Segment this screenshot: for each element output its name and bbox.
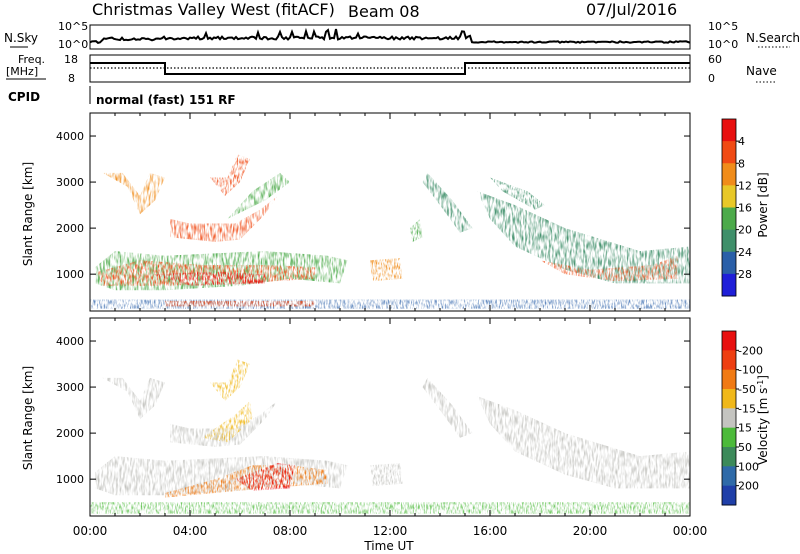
colorbar-swatch — [722, 331, 736, 351]
power-colorbar: 28 24 20 16 12 8 4 — [721, 118, 752, 297]
power-ylabel: Slant Range [km] — [21, 162, 35, 266]
colorbar-tick-label: 100 — [738, 460, 759, 473]
colorbar-tick-label: 8 — [738, 157, 745, 170]
nsky-label: N.Sky — [4, 31, 38, 45]
colorbar-swatch — [722, 350, 736, 371]
nsky-left-tick-bottom: 10^0 — [58, 38, 88, 51]
echo-region — [170, 195, 278, 242]
colorbar-tick-label: 28 — [738, 268, 752, 281]
xtick-label-5: 20:00 — [573, 524, 608, 538]
cpid-panel: CPID normal (fast) 151 RF — [8, 86, 236, 107]
velocity-colorbar: 200 100 50 15 -15 -50 -100 -200 — [721, 330, 763, 506]
power-panel: 1000 2000 3000 4000 Slant Range [km] — [21, 112, 691, 312]
echo-region — [370, 258, 403, 282]
ytick-label-1000: 1000 — [56, 473, 84, 486]
xtick-label-2: 08:00 — [273, 524, 308, 538]
colorbar-swatch — [722, 466, 736, 487]
colorbar-tick-label: -100 — [738, 364, 763, 377]
echo-region — [540, 255, 678, 282]
velocity-panel: 1000 2000 3000 4000 Slant Range [km] 00:00 0… — [21, 317, 708, 553]
freq-label-line2: [MHz] — [6, 65, 38, 78]
ytick-label-2000: 2000 — [56, 222, 84, 235]
xtick-label-3: 12:00 — [373, 524, 408, 538]
echo-region — [227, 172, 290, 219]
power-colorbar-label: Power [dB] — [756, 172, 770, 237]
colorbar-swatch — [722, 251, 736, 275]
ytick-label-2000: 2000 — [56, 427, 84, 440]
colorbar-swatch — [722, 229, 736, 253]
plot-title: Christmas Valley West (fitACF) — [92, 0, 335, 19]
xtick-label-0: 00:00 — [73, 524, 108, 538]
colorbar-swatch — [722, 427, 736, 448]
velocity-ylabel: Slant Range [km] — [21, 366, 35, 470]
colorbar-swatch — [722, 185, 736, 208]
echo-region — [477, 396, 690, 489]
echo-region — [490, 177, 545, 210]
ytick-label-3000: 3000 — [56, 381, 84, 394]
colorbar-swatch — [722, 369, 736, 390]
colorbar-tick-label: -200 — [738, 344, 763, 357]
colorbar-tick-label: 24 — [738, 246, 752, 259]
colorbar-tick-label: 200 — [738, 480, 759, 493]
echo-region — [422, 172, 473, 233]
colorbar-swatch — [722, 163, 736, 186]
colorbar-tick-label: 20 — [738, 224, 752, 237]
xtick-label-6: 00:00 — [673, 524, 708, 538]
xtick-label-1: 04:00 — [173, 524, 208, 538]
nsky-panel: N.Sky 10^5 10^0 10^5 10^0 N.Search — [4, 20, 800, 51]
ytick-label-4000: 4000 — [56, 130, 84, 143]
colorbar-swatch — [722, 485, 736, 506]
beam-label: Beam 08 — [348, 2, 420, 21]
nsearch-right-tick-bottom: 10^0 — [708, 38, 738, 51]
echo-region — [410, 218, 423, 242]
echo-region — [102, 172, 165, 215]
colorbar-swatch — [722, 119, 736, 142]
colorbar-tick-label: -50 — [738, 383, 756, 396]
echo-region — [210, 154, 250, 196]
nsearch-label: N.Search — [746, 31, 800, 45]
freq-left-tick-top: 18 — [64, 53, 78, 66]
echo-region — [370, 463, 403, 487]
freq-label-line1: Freq. — [18, 53, 45, 66]
nsearch-right-tick-top: 10^5 — [708, 20, 738, 33]
velocity-colorbar-label: Velocity [m s-1] — [756, 375, 771, 465]
echo-region — [477, 191, 690, 284]
colorbar-tick-label: 4 — [738, 135, 745, 148]
cpid-value: normal (fast) 151 RF — [96, 93, 236, 107]
colorbar-swatch — [722, 408, 736, 429]
echo-region — [202, 400, 253, 443]
freq-panel: Freq. [MHz] 18 8 60 0 Nave — [6, 53, 777, 85]
echo-region — [165, 300, 315, 307]
nsky-left-tick-top: 10^5 — [58, 20, 88, 33]
nave-right-tick-bottom: 0 — [708, 72, 715, 85]
colorbar-swatch — [722, 447, 736, 467]
time-axis-label: Time UT — [363, 539, 414, 553]
ytick-label-4000: 4000 — [56, 335, 84, 348]
colorbar-swatch — [722, 141, 736, 164]
freq-left-tick-bottom: 8 — [68, 72, 75, 85]
colorbar-tick-label: 16 — [738, 202, 752, 215]
ytick-label-1000: 1000 — [56, 268, 84, 281]
nave-label: Nave — [746, 64, 777, 78]
colorbar-tick-label: 50 — [738, 441, 752, 454]
echo-region — [422, 377, 473, 438]
cpid-label: CPID — [8, 90, 40, 104]
nave-right-tick-top: 60 — [708, 53, 722, 66]
echo-region — [235, 463, 295, 491]
colorbar-swatch — [722, 273, 736, 297]
colorbar-tick-label: 12 — [738, 179, 752, 192]
echo-region — [102, 377, 165, 420]
colorbar-swatch — [722, 207, 736, 231]
colorbar-swatch — [722, 389, 736, 409]
echo-region — [170, 400, 278, 447]
xtick-label-4: 16:00 — [473, 524, 508, 538]
colorbar-tick-label: -15 — [738, 402, 756, 415]
echo-region — [210, 359, 250, 401]
echo-region — [90, 502, 690, 514]
ytick-label-3000: 3000 — [56, 176, 84, 189]
echo-region — [152, 271, 265, 286]
colorbar-tick-label: 15 — [738, 422, 752, 435]
date-label: 07/Jul/2016 — [586, 0, 677, 19]
